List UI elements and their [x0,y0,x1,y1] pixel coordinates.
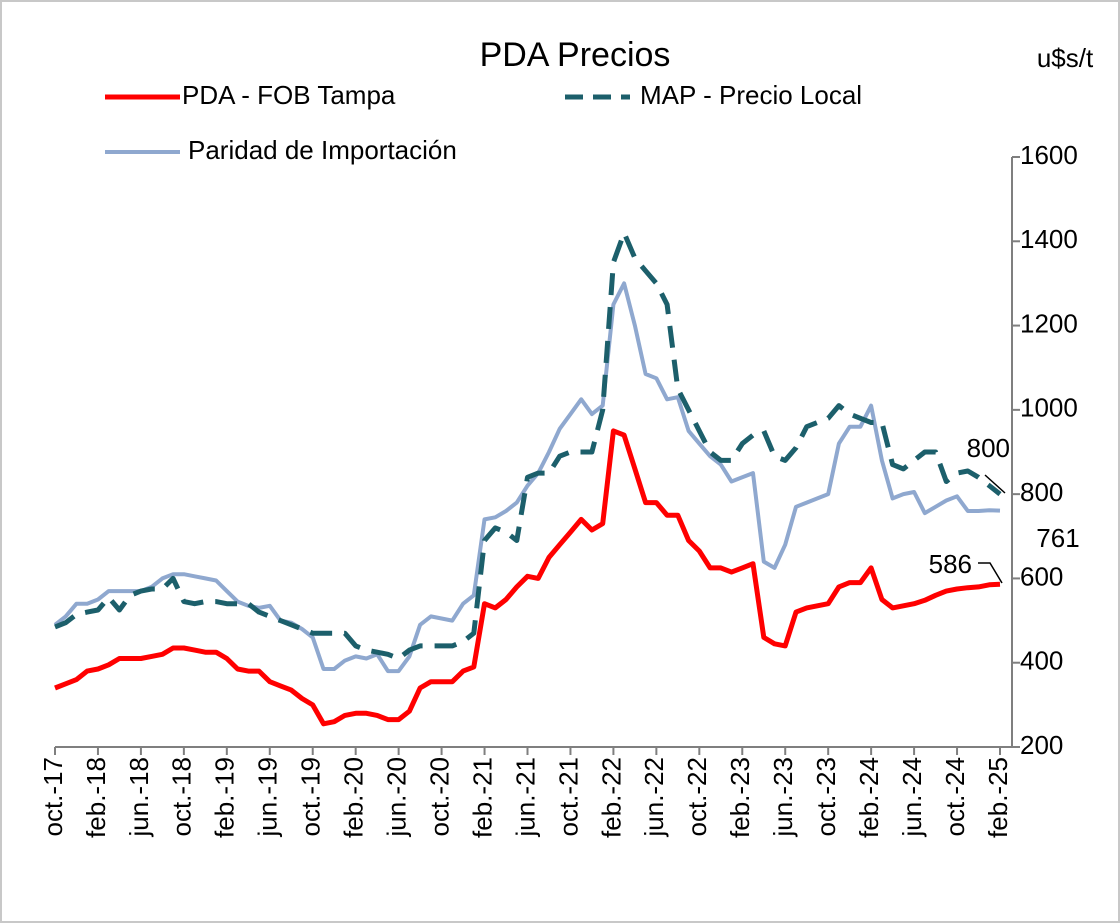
legend-label: MAP - Precio Local [640,80,862,110]
y-tick-label: 800 [1020,477,1063,507]
x-tick-label: feb.-23 [725,757,755,838]
x-tick-label: jun.-19 [253,757,283,838]
x-tick-label: jun.-22 [639,757,669,838]
x-tick-label: feb.-18 [81,757,111,838]
y-tick-label: 1600 [1020,140,1078,170]
legend-label: PDA - FOB Tampa [182,80,396,110]
y-tick-label: 400 [1020,646,1063,676]
x-tick-label: oct.-21 [553,757,583,837]
y-axis-label: u$s/t [1037,43,1094,73]
x-tick-label: jun.-20 [382,757,412,838]
y-tick-label: 200 [1020,730,1063,760]
x-tick-label: oct.-17 [38,757,68,837]
series-line [53,281,1001,674]
x-tick-label: oct.-24 [940,757,970,837]
x-tick-label: jun.-23 [768,757,798,838]
y-tick-label: 1200 [1020,308,1078,338]
data-label: 586 [929,549,972,579]
x-tick-label: feb.-21 [467,757,497,838]
leader-line [984,474,1006,494]
data-label: 800 [967,433,1010,463]
y-tick-label: 1400 [1020,224,1078,254]
x-tick-label: feb.-24 [854,757,884,838]
x-tick-label: feb.-19 [210,757,240,838]
x-tick-label: oct.-18 [167,757,197,837]
series-line [54,428,1001,727]
y-tick-label: 600 [1020,561,1063,591]
data-label: 761 [1036,523,1079,553]
y-tick-label: 1000 [1020,393,1078,423]
x-tick-label: oct.-23 [811,757,841,837]
x-tick-label: feb.-20 [339,757,369,838]
x-tick-label: oct.-19 [296,757,326,837]
leader-line [978,562,1003,584]
x-tick-label: oct.-22 [682,757,712,837]
legend-label: Paridad de Importación [188,135,457,165]
x-tick-label: jun.-21 [510,757,540,838]
series-line [54,230,1002,661]
chart-title: PDA Precios [480,36,671,74]
x-tick-label: oct.-20 [424,757,454,837]
x-tick-label: feb.-22 [596,757,626,838]
x-tick-label: feb.-25 [983,757,1013,838]
x-tick-label: jun.-18 [124,757,154,838]
x-tick-label: jun.-24 [897,757,927,838]
